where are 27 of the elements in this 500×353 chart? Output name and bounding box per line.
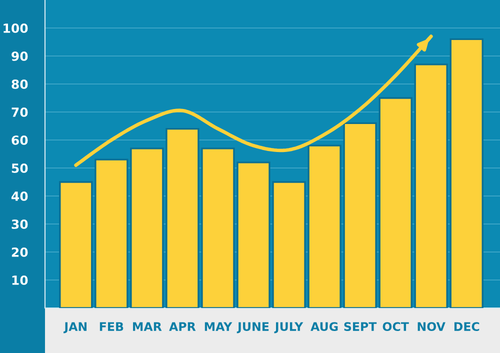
x-tick-label: APR xyxy=(169,322,196,331)
bar xyxy=(450,38,484,308)
x-tick-label: MAY xyxy=(204,322,232,331)
x-tick-label: JULY xyxy=(274,322,304,334)
y-tick-label: 30 xyxy=(12,219,28,229)
bar xyxy=(59,181,93,308)
x-tick-label: MAR xyxy=(133,322,162,331)
y-tick-label: 50 xyxy=(12,163,28,173)
y-tick-label: 10 xyxy=(12,275,28,285)
y-tick-label: 100 xyxy=(4,23,28,33)
bar xyxy=(94,158,128,308)
x-tick-label: JAN xyxy=(64,322,87,334)
x-tick-label: JUNE xyxy=(236,322,269,334)
x-tick-label: DEC xyxy=(454,322,480,332)
x-tick-label: OCT xyxy=(382,322,409,332)
x-tick-label: NOV xyxy=(418,322,446,332)
x-tick-label: AUG xyxy=(310,322,338,332)
y-tick-label: 60 xyxy=(12,135,28,145)
bar xyxy=(378,97,412,308)
y-tick-label: 80 xyxy=(12,79,28,89)
x-tick-label: FEB xyxy=(100,322,124,331)
y-tick-label: 90 xyxy=(12,51,28,61)
y-tick-label: 40 xyxy=(12,191,28,201)
bar xyxy=(414,64,448,308)
y-tick-label: 70 xyxy=(12,107,28,117)
x-tick-label: SEPT xyxy=(344,322,377,332)
y-tick-label: 20 xyxy=(12,247,28,257)
